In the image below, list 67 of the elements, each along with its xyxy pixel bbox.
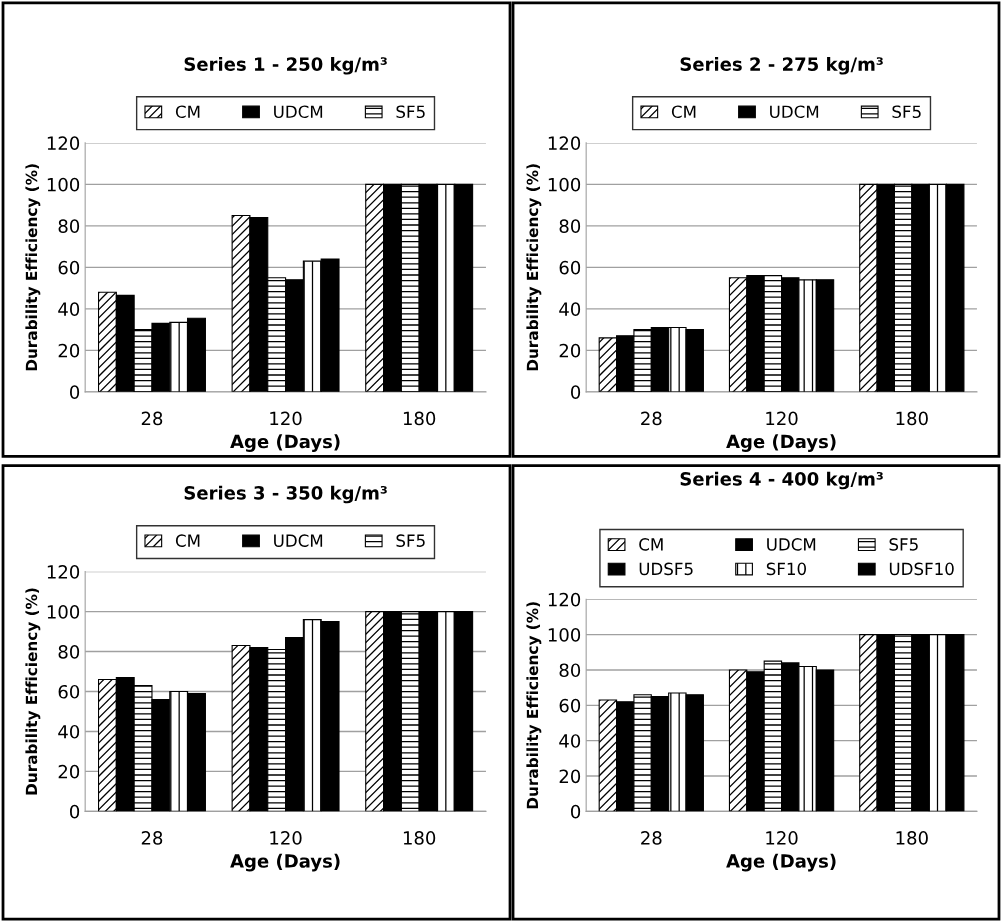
legend-label: SF10 <box>766 562 806 576</box>
x-tick-label: 180 <box>403 411 436 426</box>
legend-label: CM <box>175 105 200 119</box>
x-tick-label: 28 <box>641 411 662 426</box>
y-axis-title: Durability Efficiency (%) <box>25 164 41 371</box>
y-tick-label: 80 <box>58 645 80 659</box>
x-tick-label: 28 <box>641 831 662 845</box>
x-axis-title: Age (Days) <box>726 853 836 872</box>
legend-label: UDCM <box>770 105 819 119</box>
chart-title: Series 1 - 250 kg/m³ <box>184 56 387 75</box>
y-tick-label: 20 <box>559 769 581 784</box>
y-tick-label: 40 <box>58 302 80 316</box>
x-axis-title: Age (Days) <box>726 434 836 452</box>
y-tick-label: 100 <box>47 177 80 192</box>
y-tick-label: 60 <box>58 684 80 699</box>
y-tick-label: 120 <box>47 565 80 579</box>
y-tick-label: 20 <box>58 343 80 358</box>
legend-label: CM <box>639 538 663 551</box>
x-tick-label: 120 <box>270 831 302 845</box>
y-tick-label: 100 <box>548 628 581 642</box>
y-axis-title: Durability Efficiency (%) <box>25 588 41 795</box>
x-tick-label: 28 <box>141 411 163 426</box>
y-tick-label: 40 <box>58 724 80 739</box>
chart-title: Series 3 - 350 kg/m³ <box>184 485 387 504</box>
chart-title: Series 4 - 400 kg/m³ <box>680 471 883 490</box>
y-tick-label: 20 <box>58 764 80 779</box>
legend-label: SF5 <box>889 538 918 551</box>
legend-label: UDCM <box>767 538 816 551</box>
y-tick-label: 40 <box>559 734 581 748</box>
y-tick-label: 0 <box>70 385 80 399</box>
y-tick-label: 80 <box>559 663 581 678</box>
legend-label: UDSF5 <box>639 562 693 576</box>
y-tick-label: 100 <box>548 177 581 192</box>
x-tick-label: 180 <box>403 831 436 845</box>
y-tick-label: 40 <box>559 302 581 316</box>
y-tick-label: 0 <box>70 804 80 819</box>
legend-label: SF5 <box>396 534 425 547</box>
x-axis-title: Age (Days) <box>230 434 340 452</box>
x-tick-label: 120 <box>766 831 798 845</box>
x-tick-label: 180 <box>896 831 928 845</box>
y-tick-label: 120 <box>548 136 581 151</box>
y-tick-label: 60 <box>559 698 581 713</box>
y-tick-label: 60 <box>559 260 581 275</box>
y-tick-label: 120 <box>47 136 80 151</box>
legend-label: UDSF10 <box>889 562 954 576</box>
legend-label: SF5 <box>396 105 425 119</box>
x-tick-label: 120 <box>270 411 302 426</box>
y-tick-label: 0 <box>571 804 581 819</box>
legend-label: CM <box>175 534 200 547</box>
legend-label: CM <box>671 105 696 119</box>
x-tick-label: 120 <box>766 411 798 426</box>
legend-label: UDCM <box>274 534 323 547</box>
chart-title: Series 2 - 275 kg/m³ <box>680 56 883 75</box>
legend-label: UDCM <box>274 105 323 119</box>
y-tick-label: 120 <box>548 592 581 607</box>
x-axis-title: Age (Days) <box>230 853 340 872</box>
y-tick-label: 60 <box>58 260 80 275</box>
y-tick-label: 0 <box>571 385 581 399</box>
legend-label: SF5 <box>892 105 921 119</box>
y-tick-label: 80 <box>58 219 80 234</box>
y-axis-title: Durability Efficiency (%) <box>526 602 542 809</box>
x-tick-label: 180 <box>896 411 928 426</box>
y-tick-label: 80 <box>559 219 581 234</box>
y-tick-label: 100 <box>47 605 80 619</box>
y-axis-title: Durability Efficiency (%) <box>526 164 542 371</box>
y-tick-label: 20 <box>559 343 581 358</box>
x-tick-label: 28 <box>141 831 163 845</box>
